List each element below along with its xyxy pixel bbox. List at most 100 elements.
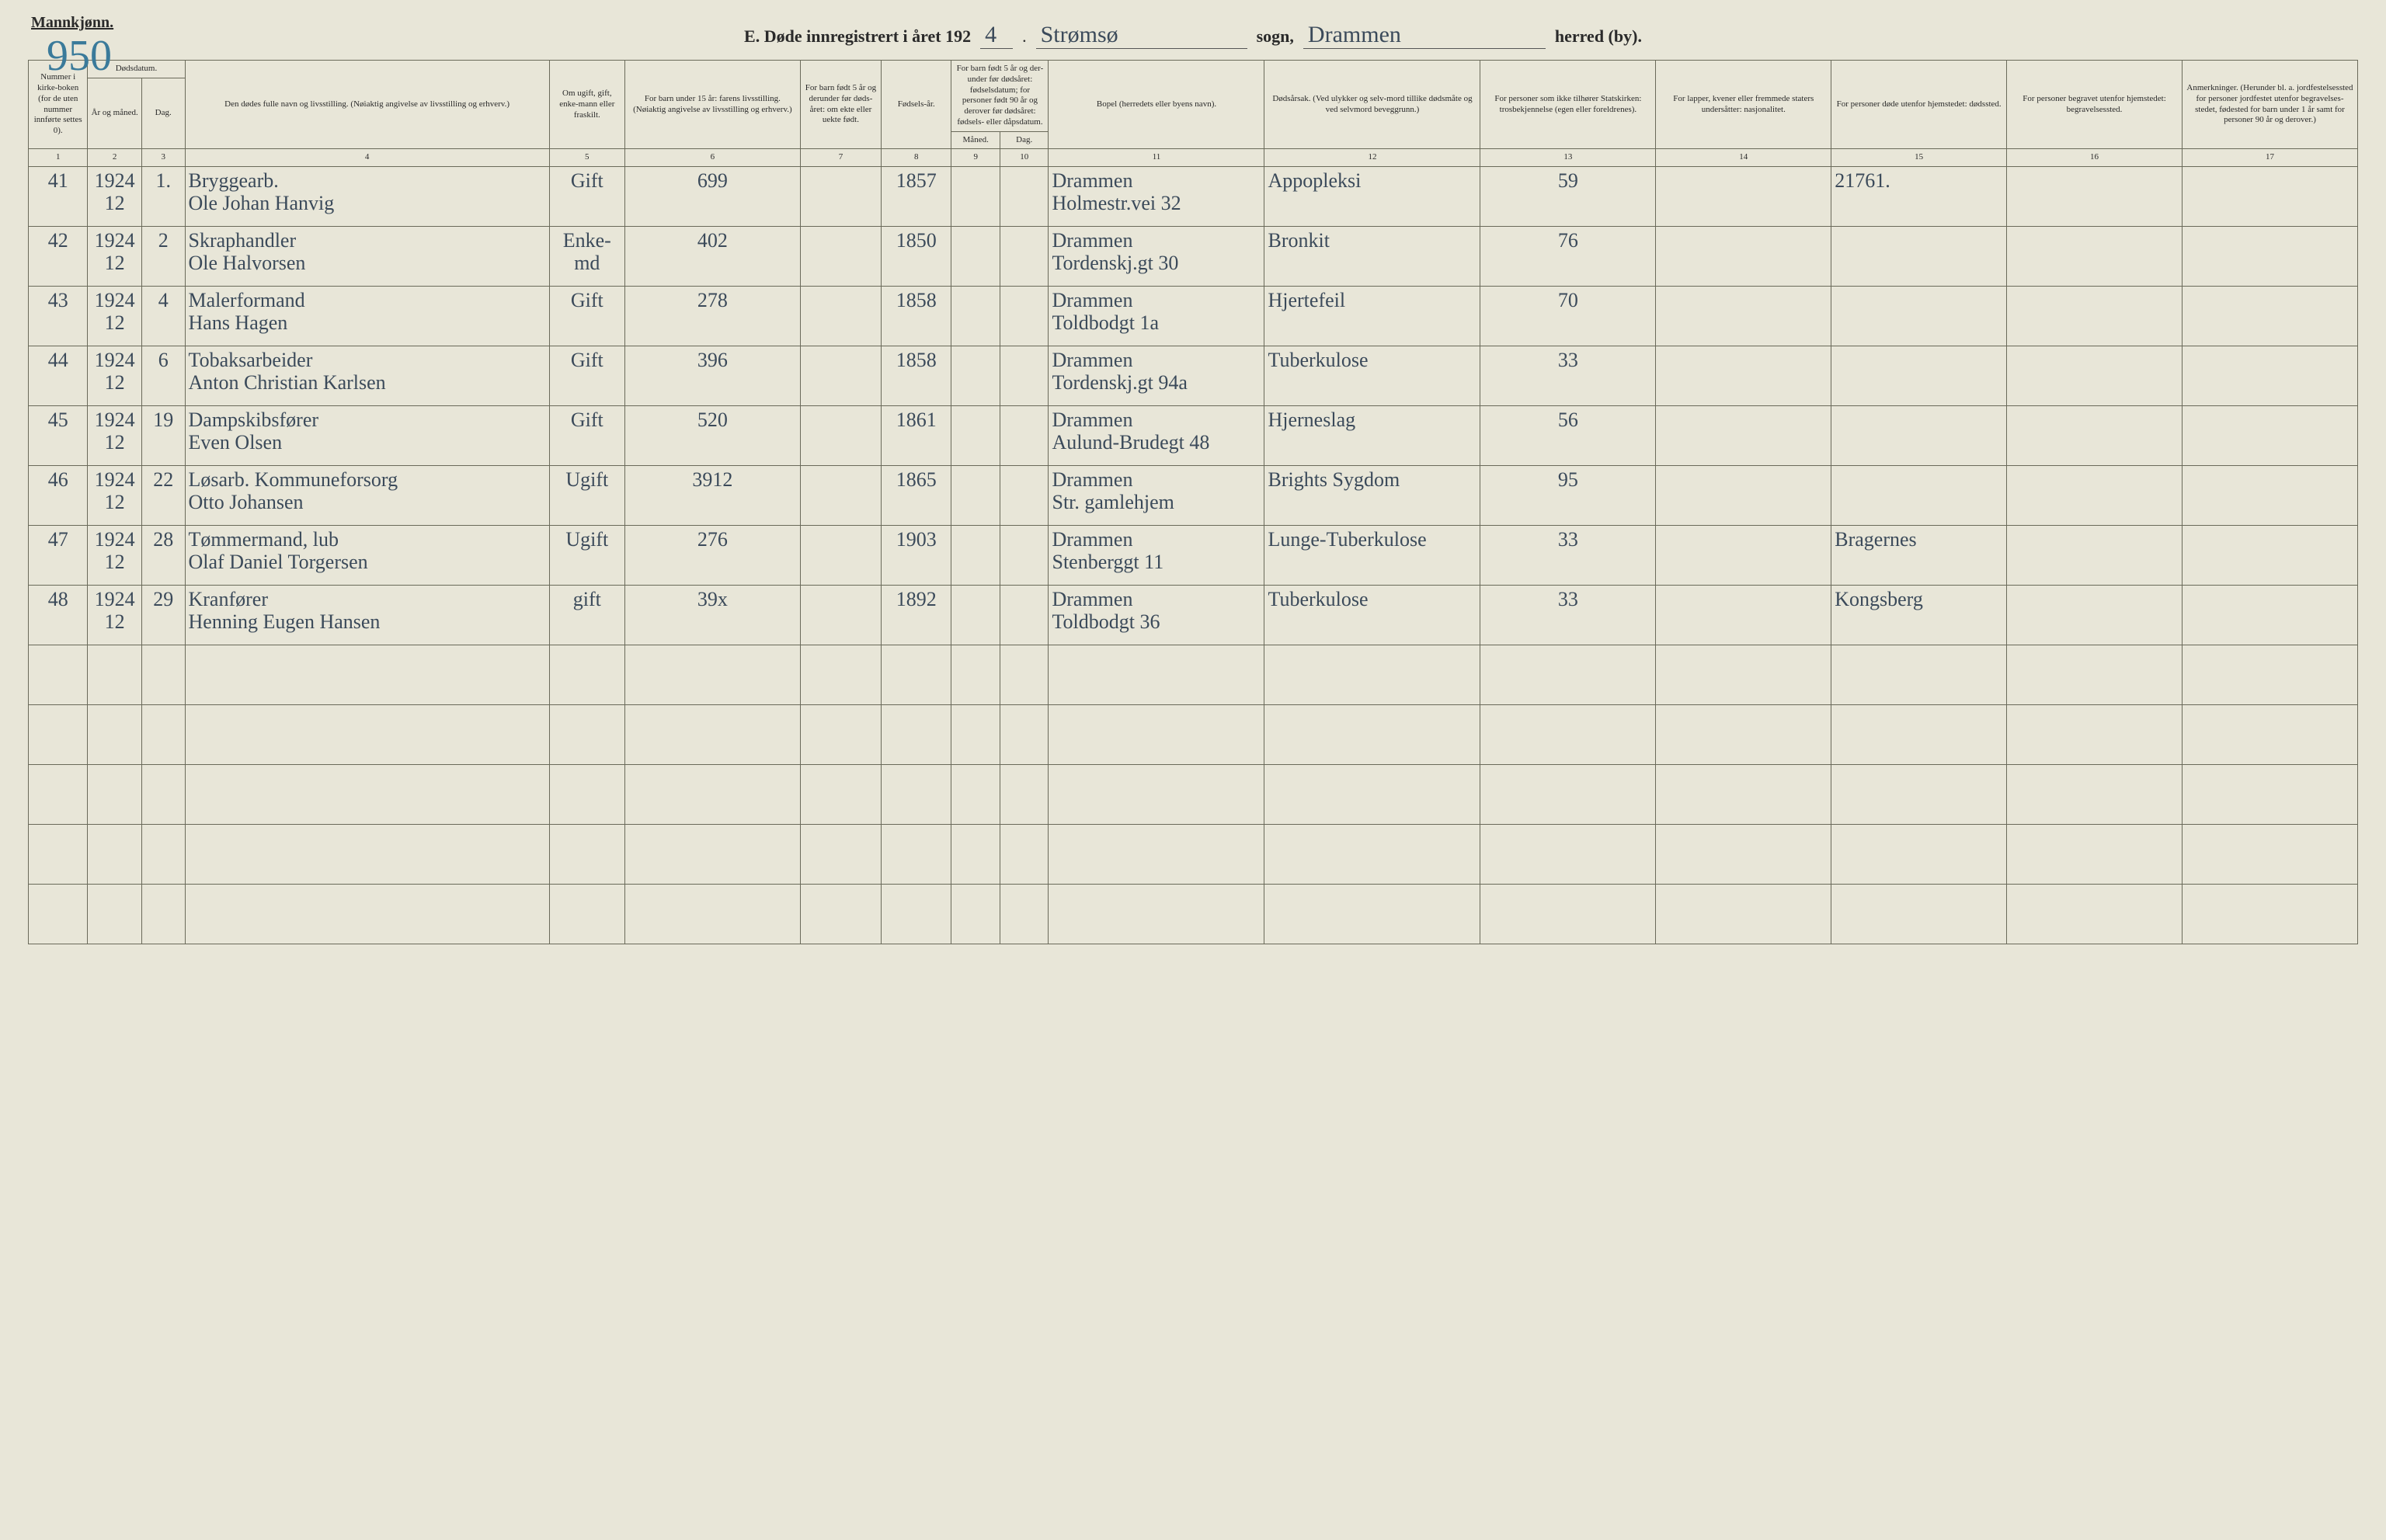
col-num: 17	[2182, 149, 2357, 167]
empty-cell	[185, 645, 549, 705]
cell-birth: 1861	[882, 406, 951, 466]
empty-cell	[29, 765, 88, 825]
cell-birth: 1858	[882, 346, 951, 406]
herred-value: Drammen	[1303, 22, 1546, 49]
empty-cell	[88, 765, 141, 825]
table-row: 451924 1219Dampskibsfører Even OlsenGift…	[29, 406, 2358, 466]
cell-residence: Drammen Toldbodgt 36	[1049, 586, 1264, 645]
empty-cell	[1049, 705, 1264, 765]
cell-cause: Brights Sygdom	[1264, 466, 1480, 526]
cell-c15: Kongsberg	[1831, 586, 2007, 645]
cell-c9	[951, 227, 1000, 287]
col-header: Anmerkninger. (Herunder bl. a. jordfeste…	[2182, 61, 2357, 149]
cell-c17	[2182, 406, 2357, 466]
empty-cell	[1831, 825, 2007, 885]
col-header: For lapper, kvener eller fremmede stater…	[1656, 61, 1831, 149]
table-row: 481924 1229Kranfører Henning Eugen Hanse…	[29, 586, 2358, 645]
col-num: 1	[29, 149, 88, 167]
col-header: For barn under 15 år: farens livsstillin…	[624, 61, 800, 149]
table-head: Nummer i kirke-boken (for de uten nummer…	[29, 61, 2358, 167]
col-num: 6	[624, 149, 800, 167]
table-body: 411924 121.Bryggearb. Ole Johan HanvigGi…	[29, 167, 2358, 944]
cell-c7	[800, 466, 881, 526]
cell-c7	[800, 227, 881, 287]
empty-cell	[1000, 705, 1049, 765]
empty-cell	[800, 765, 881, 825]
col-num: 3	[141, 149, 185, 167]
cell-c6: 278	[624, 287, 800, 346]
cell-name: Bryggearb. Ole Johan Hanvig	[185, 167, 549, 227]
cell-cause: Hjerneslag	[1264, 406, 1480, 466]
cell-c6: 402	[624, 227, 800, 287]
empty-cell	[1656, 885, 1831, 944]
empty-cell	[141, 885, 185, 944]
col-num: 15	[1831, 149, 2007, 167]
empty-cell	[1656, 765, 1831, 825]
empty-cell	[1000, 765, 1049, 825]
cell-birth: 1857	[882, 167, 951, 227]
cell-c16	[2007, 526, 2183, 586]
cell-cause: Tuberkulose	[1264, 586, 1480, 645]
cell-name: Tobaksarbeider Anton Christian Karlsen	[185, 346, 549, 406]
empty-cell	[549, 765, 624, 825]
col-header: Om ugift, gift, enke-mann eller fraskilt…	[549, 61, 624, 149]
empty-cell	[951, 645, 1000, 705]
empty-cell	[185, 825, 549, 885]
cell-num: 47	[29, 526, 88, 586]
cell-c9	[951, 466, 1000, 526]
empty-cell	[882, 645, 951, 705]
col-num: 9	[951, 149, 1000, 167]
col-header: Dag.	[141, 78, 185, 149]
cell-c14	[1656, 466, 1831, 526]
cell-c14	[1656, 227, 1831, 287]
empty-cell	[951, 705, 1000, 765]
cell-status: Gift	[549, 346, 624, 406]
empty-cell	[1656, 645, 1831, 705]
empty-cell	[951, 825, 1000, 885]
cell-c14	[1656, 526, 1831, 586]
empty-cell	[951, 885, 1000, 944]
cell-num: 41	[29, 167, 88, 227]
cell-status: Enke-md	[549, 227, 624, 287]
cell-num: 44	[29, 346, 88, 406]
column-number-row: 1 2 3 4 5 6 7 8 9 10 11 12 13 14 15 16 1…	[29, 149, 2358, 167]
cell-day: 29	[141, 586, 185, 645]
empty-cell	[800, 825, 881, 885]
cell-num: 42	[29, 227, 88, 287]
empty-cell	[29, 885, 88, 944]
cell-c15: Bragernes	[1831, 526, 2007, 586]
table-row: 441924 126Tobaksarbeider Anton Christian…	[29, 346, 2358, 406]
empty-cell	[1264, 825, 1480, 885]
cell-c16	[2007, 406, 2183, 466]
table-row: 471924 1228Tømmermand, lub Olaf Daniel T…	[29, 526, 2358, 586]
cell-c7	[800, 586, 881, 645]
cell-residence: Drammen Toldbodgt 1a	[1049, 287, 1264, 346]
col-header: År og måned.	[88, 78, 141, 149]
empty-cell	[185, 885, 549, 944]
empty-cell	[88, 885, 141, 944]
empty-cell	[2182, 825, 2357, 885]
cell-c16	[2007, 167, 2183, 227]
cell-birth: 1892	[882, 586, 951, 645]
cell-c16	[2007, 466, 2183, 526]
cell-c17	[2182, 287, 2357, 346]
col-num: 16	[2007, 149, 2183, 167]
col-num: 14	[1656, 149, 1831, 167]
empty-cell	[29, 645, 88, 705]
empty-cell	[88, 645, 141, 705]
cell-c13: 33	[1480, 586, 1656, 645]
col-num: 8	[882, 149, 951, 167]
cell-c10	[1000, 586, 1049, 645]
cell-c15	[1831, 406, 2007, 466]
cell-status: Gift	[549, 167, 624, 227]
cell-c7	[800, 287, 881, 346]
cell-c6: 276	[624, 526, 800, 586]
empty-cell	[1480, 885, 1656, 944]
col-header: For personer døde utenfor hjemstedet: dø…	[1831, 61, 2007, 149]
table-row-empty	[29, 765, 2358, 825]
cell-c7	[800, 167, 881, 227]
cell-day: 19	[141, 406, 185, 466]
cell-year_month: 1924 12	[88, 406, 141, 466]
cell-day: 22	[141, 466, 185, 526]
empty-cell	[951, 765, 1000, 825]
